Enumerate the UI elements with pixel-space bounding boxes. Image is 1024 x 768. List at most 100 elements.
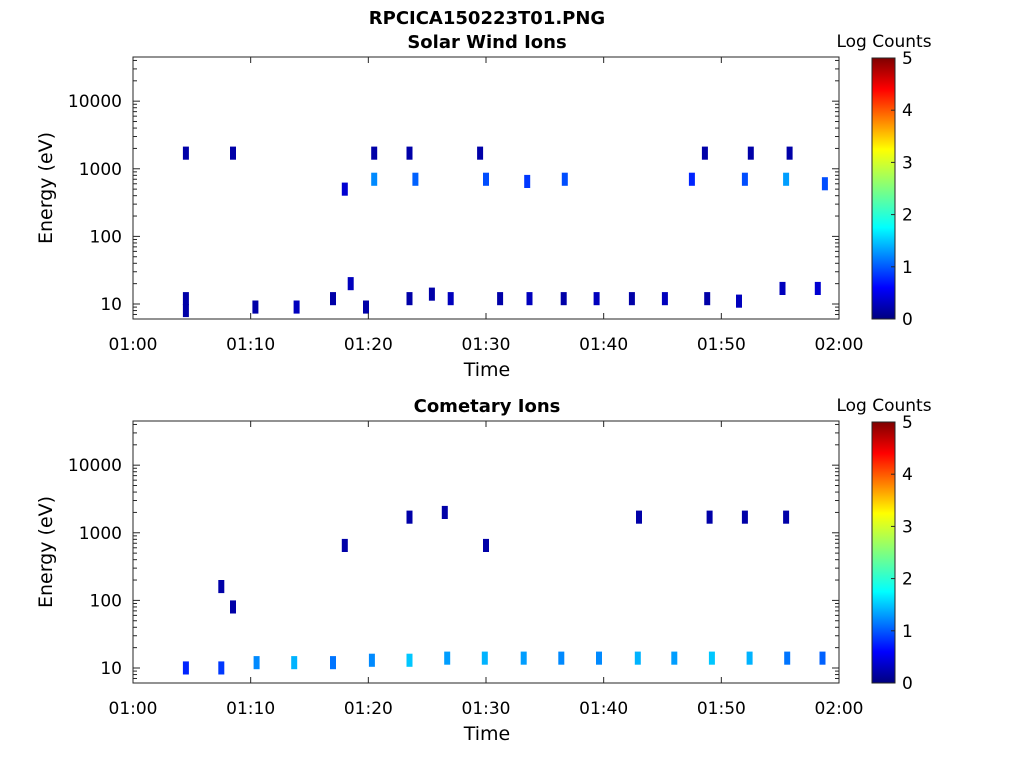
heatmap-cell — [558, 651, 565, 665]
heatmap-cell — [371, 146, 378, 160]
heatmap-cell — [741, 172, 748, 186]
y-tick-label: 10000 — [68, 92, 122, 112]
panel-cometary-ions: Cometary Ions 01:00 01:10 01:20 01:30 01:40 0… — [35, 396, 932, 745]
colorbar-tick-label: 0 — [902, 310, 913, 330]
y-ticks: 10 100 1000 10000 — [68, 59, 839, 320]
colorbar — [871, 57, 896, 320]
heatmap-cell — [819, 651, 826, 665]
colorbar-tick-label: 1 — [902, 258, 913, 278]
heatmap-cell — [783, 510, 790, 524]
heatmap-cell — [520, 651, 527, 665]
heatmap-cell — [347, 277, 354, 291]
x-tick-label: 02:00 — [815, 335, 864, 355]
heatmap-cell — [634, 651, 641, 665]
colorbar-label: Log Counts — [836, 396, 931, 416]
heatmap-cell — [704, 292, 711, 306]
heatmap-cell — [252, 300, 259, 314]
heatmap-cell — [412, 172, 419, 186]
colorbar-tick-label: 0 — [902, 674, 913, 694]
x-tick-label: 02:00 — [815, 699, 864, 719]
colorbar-tick-label: 2 — [902, 570, 913, 590]
x-tick-label: 01:40 — [579, 335, 628, 355]
x-tick-label: 01:30 — [462, 699, 511, 719]
figure-title: RPCICA150223T01.PNG — [369, 8, 605, 29]
heatmap-cell — [784, 651, 791, 665]
heatmap-cell — [636, 510, 642, 524]
y-tick-label: 1000 — [79, 160, 122, 180]
heatmap-cell — [406, 510, 413, 524]
heatmap-cell — [560, 292, 567, 306]
heatmap-cell — [481, 651, 488, 665]
panel-solar-wind-ions: Solar Wind Ions 01:00 01:10 01:20 01:30 01:4… — [35, 32, 932, 381]
x-tick-label: 01:40 — [579, 699, 628, 719]
colorbar-tick-label: 5 — [902, 49, 913, 69]
heatmap-cell — [628, 292, 635, 306]
y-axis-label: Energy (eV) — [35, 132, 57, 244]
colorbar-ticks: 0 1 2 3 4 5 — [891, 413, 913, 694]
x-axis-label: Time — [463, 359, 511, 381]
heatmap-cell — [671, 651, 678, 665]
heatmap-cell — [371, 172, 378, 186]
heatmap-cell — [406, 292, 413, 306]
x-tick-label: 01:10 — [226, 335, 275, 355]
plot-area — [132, 56, 840, 320]
heatmap-cells — [182, 146, 828, 318]
heatmap-cell — [182, 146, 189, 160]
colorbar-ticks: 0 1 2 3 4 5 — [891, 49, 913, 330]
heatmap-cell — [293, 300, 300, 314]
heatmap-cell — [706, 510, 713, 524]
heatmap-cell — [477, 146, 484, 160]
heatmap-cell — [483, 172, 489, 186]
heatmap-cell — [341, 182, 348, 196]
heatmap-cell — [483, 538, 489, 552]
heatmap-cell — [746, 651, 753, 665]
heatmap-cell — [341, 538, 348, 552]
heatmap-cell — [736, 294, 742, 308]
x-ticks: 01:00 01:10 01:20 01:30 01:40 01:50 02:00 — [109, 421, 864, 719]
heatmap-cell — [747, 146, 754, 160]
x-tick-label: 01:30 — [462, 335, 511, 355]
colorbar-tick-label: 5 — [902, 413, 913, 433]
x-ticks: 01:00 01:10 01:20 01:30 01:40 01:50 02:00 — [109, 57, 864, 355]
heatmap-cell — [593, 292, 600, 306]
heatmap-cell — [821, 177, 828, 191]
heatmap-cell — [708, 651, 715, 665]
colorbar-tick-label: 4 — [902, 465, 913, 485]
y-tick-label: 10 — [100, 295, 122, 315]
colorbar-tick-label: 3 — [902, 153, 913, 173]
y-axis-label: Energy (eV) — [35, 496, 57, 608]
heatmap-cell — [406, 653, 413, 667]
y-tick-label: 10 — [100, 659, 122, 679]
heatmap-cell — [596, 651, 602, 665]
x-axis-label: Time — [463, 723, 511, 745]
heatmap-cell — [182, 661, 189, 675]
heatmap-cell — [182, 304, 189, 318]
heatmap-cell — [330, 656, 336, 670]
heatmap-cell — [291, 656, 298, 670]
x-tick-label: 01:00 — [109, 699, 158, 719]
heatmap-cell — [441, 505, 448, 519]
colorbar-tick-label: 2 — [902, 206, 913, 226]
heatmap-cell — [230, 600, 236, 614]
heatmap-cell — [444, 651, 451, 665]
heatmap-cell — [218, 661, 225, 675]
heatmap-cell — [497, 292, 504, 306]
heatmap-cell — [561, 172, 568, 186]
heatmap-cell — [688, 172, 695, 186]
colorbar — [871, 421, 896, 684]
heatmap-cell — [218, 580, 225, 594]
panel-title: Solar Wind Ions — [407, 32, 566, 53]
heatmap-cell — [447, 292, 454, 306]
x-tick-label: 01:10 — [226, 699, 275, 719]
heatmap-cell — [253, 656, 260, 670]
heatmap-cell — [741, 510, 748, 524]
x-tick-label: 01:20 — [344, 699, 393, 719]
colorbar-label: Log Counts — [836, 32, 931, 52]
heatmap-cell — [182, 292, 189, 306]
heatmap-cell — [786, 146, 793, 160]
panel-title: Cometary Ions — [414, 396, 561, 417]
heatmap-cell — [330, 292, 336, 306]
y-tick-label: 100 — [90, 227, 122, 247]
x-tick-label: 01:50 — [697, 335, 746, 355]
